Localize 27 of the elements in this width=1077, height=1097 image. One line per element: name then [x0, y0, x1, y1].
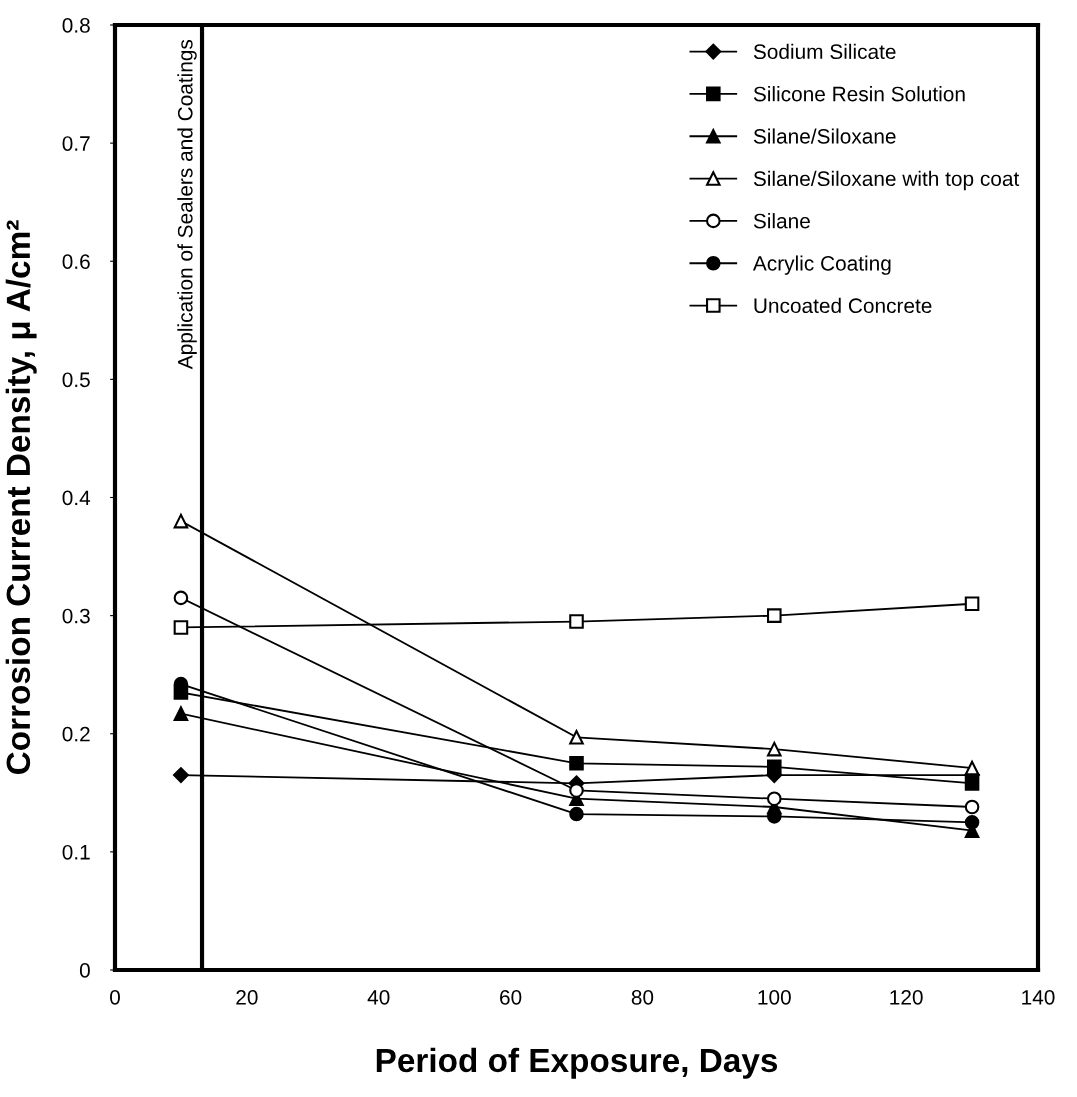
x-tick-label: 100 — [758, 989, 791, 1005]
legend-label: Silane — [753, 213, 810, 229]
x-tick-label: 40 — [367, 989, 390, 1005]
legend-label: Acrylic Coating — [752, 255, 891, 275]
x-tick-label: 140 — [1022, 989, 1055, 1005]
y-tick-label: 0 — [79, 963, 90, 978]
legend-label: Sodium Silicate — [753, 43, 896, 60]
x-tick-label: 0 — [110, 989, 120, 1005]
y-tick-label: 0.6 — [62, 254, 90, 269]
x-tick-label: 80 — [631, 989, 654, 1005]
x-tick-label: 20 — [236, 989, 258, 1005]
x-axis-title: Period of Exposure, Days — [376, 1047, 778, 1079]
legend-label: Silane/Siloxane with top coat — [753, 170, 1020, 191]
y-tick-label: 0.1 — [62, 844, 90, 860]
y-tick-label: 0.3 — [62, 608, 90, 624]
x-tick-label: 60 — [500, 989, 522, 1005]
y-tick-label: 0.7 — [62, 136, 90, 151]
ref-line-label: Application of Sealers and Coatings — [177, 39, 197, 370]
legend-label: Silicone Resin Solution — [753, 86, 965, 102]
y-tick-label: 0.5 — [62, 372, 90, 388]
legend-label: Silane/Siloxane — [753, 128, 896, 144]
y-tick-label: 0.2 — [62, 726, 90, 742]
y-tick-label: 0.4 — [62, 490, 91, 506]
y-axis-title: Corrosion Current Density, μ A/cm² — [5, 220, 37, 774]
y-tick-label: 0.8 — [62, 18, 90, 33]
x-tick-label: 120 — [890, 989, 923, 1005]
legend-label: Uncoated Concrete — [754, 297, 932, 314]
